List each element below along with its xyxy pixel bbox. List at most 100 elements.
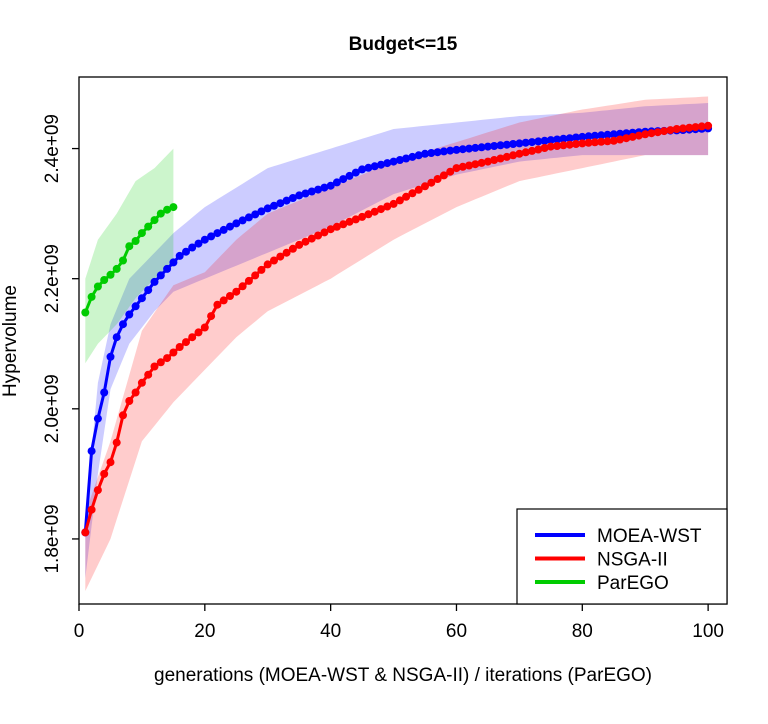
parego-point	[81, 308, 90, 317]
nsga-ii-point	[666, 126, 675, 135]
nsga-ii-point	[301, 237, 310, 246]
moea-wst-point	[257, 207, 266, 216]
nsga-ii-point	[207, 312, 216, 321]
moea-wst-point	[351, 168, 360, 177]
x-axis-label: generations (MOEA-WST & NSGA-II) / itera…	[154, 665, 652, 686]
nsga-ii-point	[137, 378, 146, 387]
nsga-ii-point	[521, 148, 530, 157]
nsga-ii-point	[213, 300, 222, 309]
nsga-ii-point	[685, 123, 694, 132]
parego-point	[106, 270, 115, 279]
nsga-ii-point	[232, 287, 241, 296]
nsga-ii-point	[119, 411, 127, 420]
nsga-ii-point	[559, 141, 568, 150]
moea-wst-point	[477, 143, 486, 152]
nsga-ii-point	[257, 265, 266, 274]
nsga-ii-point	[131, 388, 140, 397]
moea-wst-point	[314, 185, 323, 194]
moea-wst-point	[87, 447, 96, 456]
moea-wst-point	[244, 213, 253, 222]
x-axis: 0 20 40 60 80 100	[74, 604, 724, 642]
nsga-ii-point	[597, 137, 606, 146]
moea-wst-point	[282, 196, 291, 205]
nsga-ii-point	[156, 358, 165, 367]
nsga-ii-point	[320, 228, 329, 237]
parego-point	[100, 276, 109, 284]
nsga-ii-point	[276, 252, 285, 261]
y-axis-label: Hypervolume	[0, 285, 21, 397]
nsga-ii-band	[85, 96, 709, 591]
moea-wst-point	[263, 204, 272, 213]
moea-wst-point	[446, 146, 455, 155]
nsga-ii-point	[314, 231, 323, 240]
moea-wst-point	[490, 142, 499, 150]
moea-wst-point	[427, 149, 436, 157]
legend-label: ParEGO	[597, 573, 669, 594]
nsga-ii-point	[125, 397, 134, 405]
y-tick-label: 1.8e+09	[42, 504, 63, 573]
nsga-ii-point	[81, 528, 90, 537]
nsga-ii-point	[471, 160, 480, 169]
moea-wst-point	[534, 137, 543, 146]
nsga-ii-point	[244, 276, 253, 285]
nsga-ii-point	[395, 196, 404, 205]
nsga-ii-point	[144, 370, 153, 379]
moea-wst-point	[402, 154, 411, 163]
nsga-ii-point	[509, 151, 518, 160]
nsga-ii-point	[483, 157, 492, 166]
nsga-ii-point	[100, 469, 109, 478]
series-points	[81, 121, 713, 537]
nsga-ii-point	[383, 202, 392, 211]
x-tick-label: 20	[194, 621, 215, 642]
parego-point	[93, 282, 102, 291]
moea-wst-point	[528, 138, 536, 147]
nsga-ii-point	[553, 142, 562, 150]
nsga-ii-point	[263, 260, 272, 269]
x-tick-label: 100	[692, 621, 724, 642]
moea-wst-point	[584, 132, 593, 141]
moea-wst-point	[358, 165, 367, 174]
legend-label: MOEA-WST	[597, 526, 702, 547]
nsga-ii-point	[389, 199, 398, 208]
moea-wst-point	[377, 160, 385, 169]
nsga-ii-point	[660, 127, 669, 136]
moea-wst-point	[150, 277, 159, 286]
moea-wst-point	[156, 271, 165, 280]
nsga-ii-point	[490, 156, 499, 164]
nsga-ii-point	[87, 505, 96, 514]
moea-wst-point	[301, 189, 310, 198]
nsga-ii-point	[697, 122, 706, 131]
moea-wst-point	[175, 251, 184, 260]
moea-wst-point	[320, 183, 329, 192]
parego-band	[85, 148, 174, 364]
nsga-ii-point	[704, 121, 713, 130]
x-tick-label: 60	[446, 621, 467, 642]
nsga-ii-point	[106, 458, 115, 467]
moea-wst-point	[408, 152, 417, 161]
nsga-ii-point	[465, 161, 474, 170]
moea-wst-point	[452, 145, 461, 154]
moea-wst-point	[458, 145, 467, 154]
moea-wst-point	[590, 131, 599, 140]
nsga-ii-point	[364, 210, 373, 219]
moea-wst-point	[439, 147, 448, 156]
parego-point	[144, 222, 153, 231]
moea-wst-point	[295, 191, 304, 200]
nsga-ii-point	[653, 128, 662, 137]
moea-wst-point	[339, 175, 348, 184]
moea-wst-point	[515, 139, 524, 148]
nsga-ii-point	[679, 124, 687, 133]
nsga-ii-point	[572, 140, 580, 148]
nsga-ii-point	[200, 323, 209, 332]
moea-wst-point	[414, 151, 423, 160]
nsga-ii-point	[502, 152, 511, 161]
moea-wst-point	[169, 258, 178, 267]
moea-wst-point	[540, 136, 549, 145]
nsga-ii-point	[641, 130, 650, 139]
nsga-ii-point	[634, 131, 643, 140]
moea-wst-point	[219, 225, 228, 234]
moea-wst-point	[609, 130, 618, 139]
moea-wst-point	[100, 388, 109, 397]
moea-wst-point	[112, 333, 121, 342]
